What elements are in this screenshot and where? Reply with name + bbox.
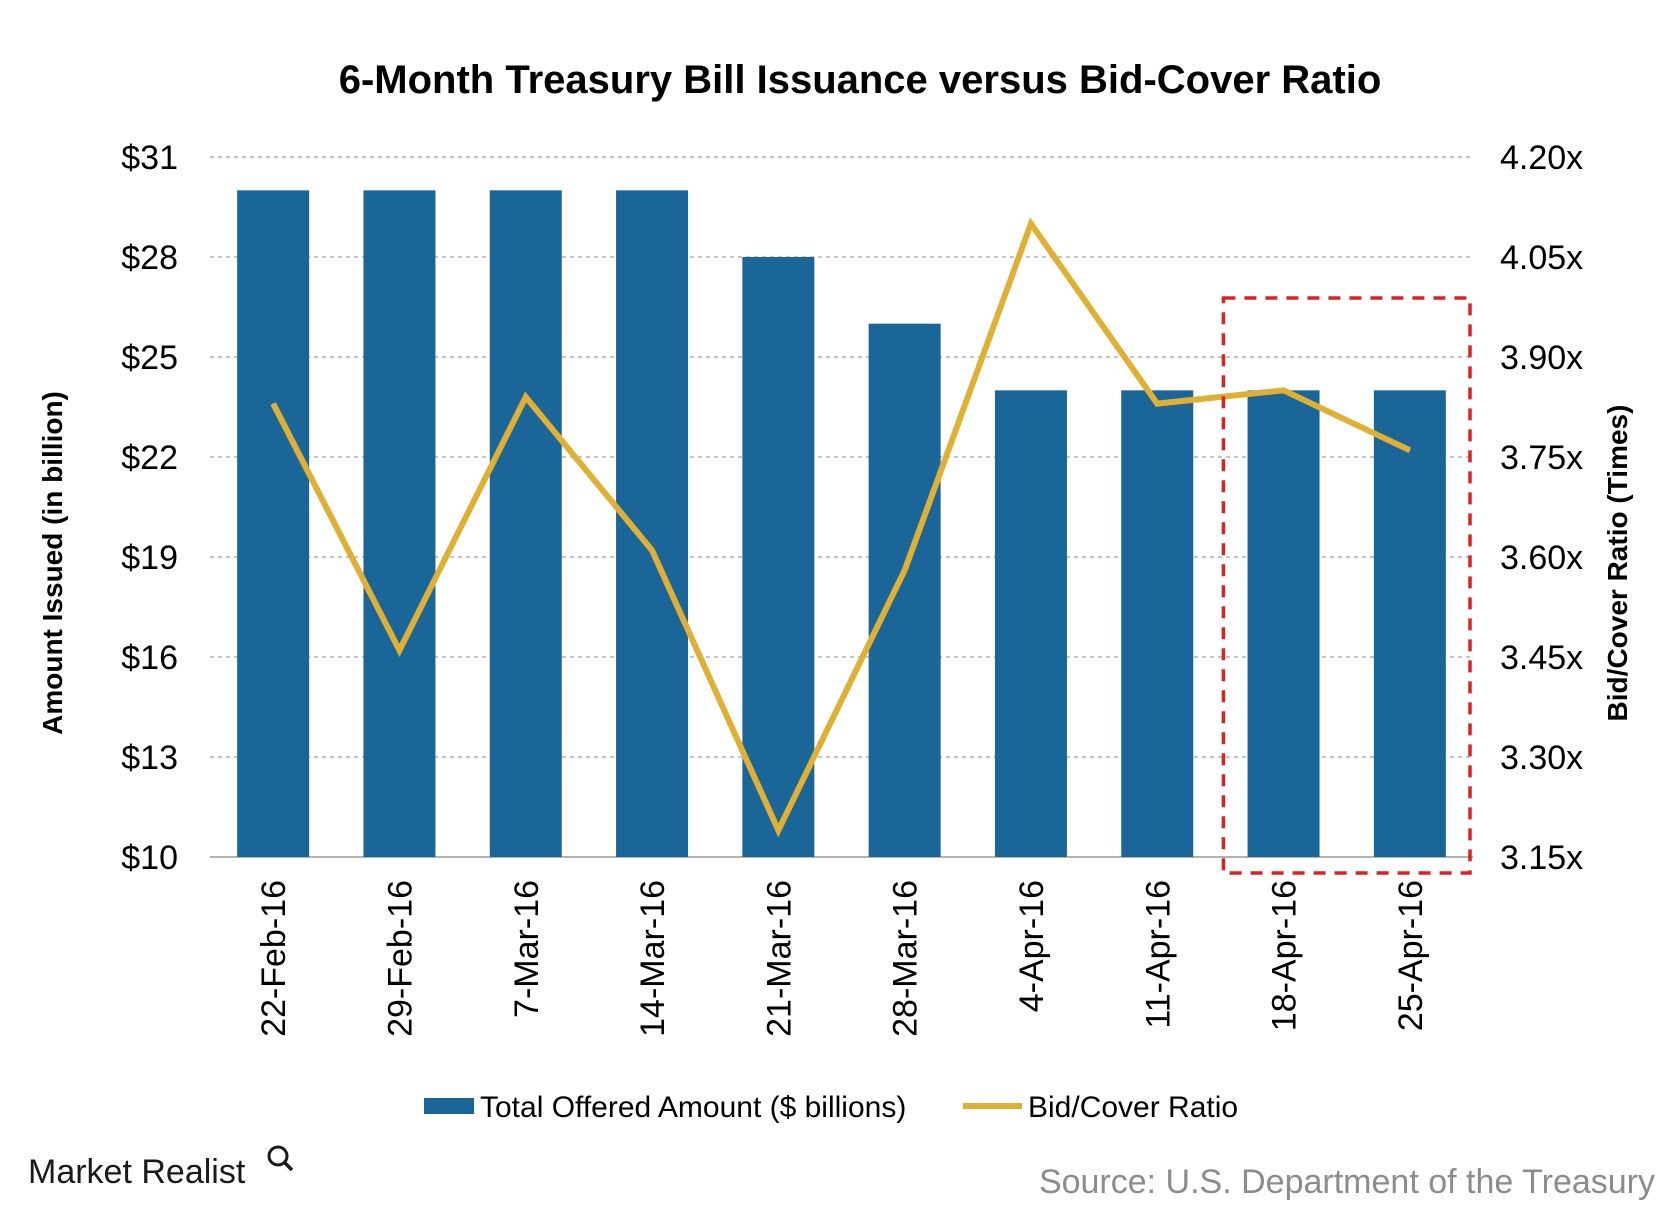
x-axis-ticks: 22-Feb-16 29-Feb-16 7-Mar-16 14-Mar-16 21-Ma…: [255, 880, 1430, 1037]
line-point: [1156, 403, 1158, 405]
x-tick-label: 7-Mar-16: [508, 880, 546, 1018]
legend-label-line: Bid/Cover Ratio: [1028, 1091, 1238, 1124]
y2-tick-label: 4.20x: [1500, 139, 1583, 177]
y2-tick-label: 4.05x: [1500, 239, 1583, 277]
y-tick-label: $25: [121, 339, 178, 377]
magnifier-handle: [282, 1160, 294, 1172]
bar: [994, 390, 1067, 857]
right-axis-ticks: 4.20x 4.05x 3.90x 3.75x 3.60x 3.45x 3.30x 3.15x: [1500, 139, 1583, 877]
bar: [1373, 390, 1446, 857]
line-point: [777, 829, 779, 831]
y-tick-label: $10: [121, 839, 178, 877]
line-point: [1030, 223, 1032, 225]
x-tick-label: 22-Feb-16: [255, 880, 293, 1037]
y2-tick-label: 3.45x: [1500, 639, 1583, 677]
x-tick-label: 25-Apr-16: [1392, 880, 1430, 1031]
y2-tick-label: 3.75x: [1500, 439, 1583, 477]
brand-logo: Market Realist: [28, 1145, 294, 1191]
legend-label-bar: Total Offered Amount ($ billions): [480, 1091, 906, 1124]
bar: [489, 190, 562, 858]
x-tick-label: 21-Mar-16: [760, 880, 798, 1037]
y-tick-label: $16: [121, 639, 178, 677]
y-tick-label: $22: [121, 439, 178, 477]
legend-swatch-bar: [424, 1098, 474, 1114]
line-point: [651, 549, 653, 551]
bar-series: [237, 190, 1446, 858]
highlight-box: [1221, 296, 1472, 875]
bar: [1121, 390, 1194, 857]
y-tick-label: $19: [121, 539, 178, 577]
y-axis-title: Amount Issued (in billion): [37, 391, 68, 735]
left-axis-ticks: $31 $28 $25 $22 $19 $16 $13 $10: [121, 139, 178, 877]
brand-name: Market Realist: [28, 1153, 246, 1191]
y2-tick-label: 3.15x: [1500, 839, 1583, 877]
source-note: Source: U.S. Department of the Treasury: [1039, 1163, 1655, 1201]
y2-tick-label: 3.30x: [1500, 739, 1583, 777]
bar: [1247, 390, 1320, 857]
bar: [237, 190, 310, 858]
x-tick-label: 14-Mar-16: [634, 880, 672, 1037]
line-series: [270, 217, 1412, 838]
bar: [742, 257, 815, 857]
x-tick-label: 4-Apr-16: [1013, 880, 1051, 1012]
y2-tick-label: 3.60x: [1500, 539, 1583, 577]
y2-axis-title: Bid/Cover Ratio (Times): [1602, 405, 1633, 722]
line-point: [398, 649, 400, 651]
x-tick-label: 11-Apr-16: [1139, 880, 1177, 1029]
legend: Total Offered Amount ($ billions) Bid/Cov…: [424, 1091, 1238, 1124]
y-tick-label: $28: [121, 239, 178, 277]
line-point: [904, 569, 906, 571]
chart-title: 6-Month Treasury Bill Issuance versus Bi…: [339, 58, 1382, 102]
line-point: [1283, 389, 1285, 391]
x-tick-label: 18-Apr-16: [1266, 880, 1304, 1031]
y-tick-label: $13: [121, 739, 178, 777]
y2-tick-label: 3.90x: [1500, 339, 1583, 377]
line-point: [1409, 449, 1411, 451]
y-tick-label: $31: [121, 139, 178, 177]
x-tick-label: 29-Feb-16: [381, 880, 419, 1037]
line-point: [272, 403, 274, 405]
highlight-box-layer: [1221, 296, 1472, 875]
line-point: [525, 396, 527, 398]
x-tick-label: 28-Mar-16: [887, 880, 925, 1037]
bar: [363, 190, 436, 858]
magnifier-icon: [267, 1145, 289, 1167]
bar: [868, 323, 941, 858]
bid-cover-line: [270, 217, 1412, 838]
